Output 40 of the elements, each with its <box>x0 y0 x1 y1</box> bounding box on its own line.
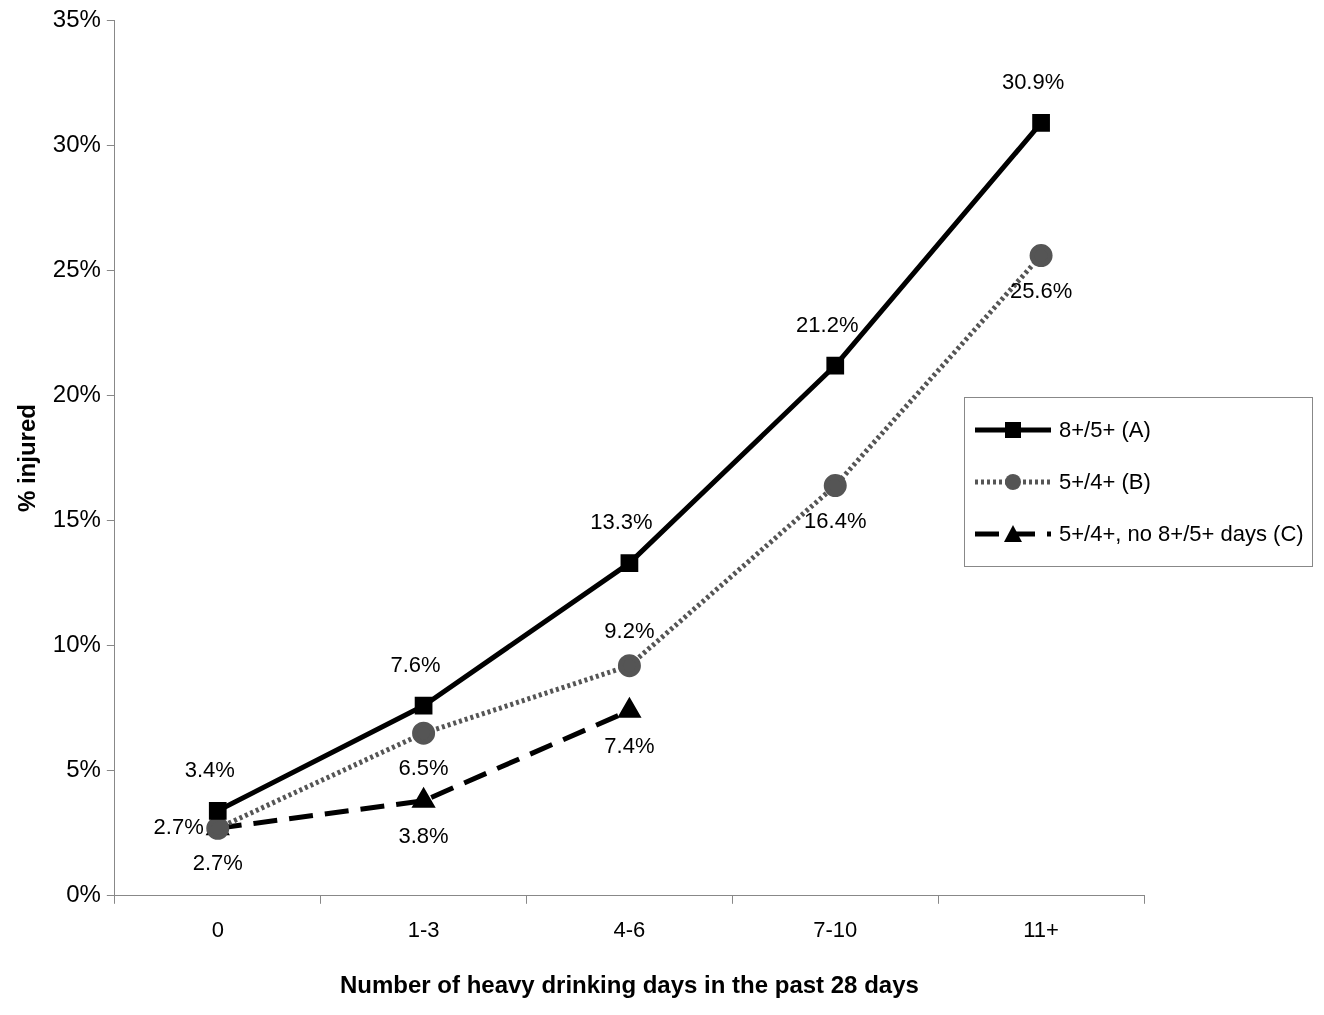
y-tick-label: 15% <box>52 505 101 533</box>
data-label: 7.4% <box>604 732 655 758</box>
point <box>1032 114 1050 132</box>
data-label: 13.3% <box>590 509 653 535</box>
data-label: 16.4% <box>804 507 867 533</box>
x-tick-label: 1-3 <box>407 917 440 943</box>
y-tick-label: 30% <box>52 130 101 158</box>
data-label: 3.4% <box>184 756 235 782</box>
point <box>823 474 847 498</box>
y-tick-label: 35% <box>52 5 101 33</box>
data-label: 9.2% <box>604 617 655 643</box>
data-label: 7.6% <box>390 651 441 677</box>
x-axis-title: Number of heavy drinking days in the past 28 days <box>340 971 919 999</box>
point <box>620 554 639 573</box>
y-axis-title: % injured <box>13 404 41 513</box>
point <box>826 356 845 375</box>
y-tick-label: 20% <box>52 380 101 408</box>
point <box>414 696 433 715</box>
legend-label: 8+/5+ (A) <box>1059 416 1151 443</box>
y-tick-label: 10% <box>52 630 101 658</box>
data-label: 21.2% <box>796 311 859 337</box>
data-label: 30.9% <box>1001 69 1065 95</box>
data-label: 3.8% <box>398 822 449 848</box>
x-tick-label: 0 <box>211 917 224 943</box>
y-tick-label: 0% <box>66 880 101 908</box>
data-label: 25.6% <box>1009 277 1073 303</box>
y-tick-label: 25% <box>52 255 101 283</box>
point <box>1029 244 1053 268</box>
data-label: 2.7% <box>153 814 204 840</box>
point <box>208 801 227 820</box>
data-label: 6.5% <box>398 755 449 781</box>
y-tick-label: 5% <box>66 755 101 783</box>
point <box>617 654 641 678</box>
legend-label: 5+/4+, no 8+/5+ days (C) <box>1059 520 1304 547</box>
point <box>412 721 436 745</box>
x-tick-label: 4-6 <box>613 917 646 943</box>
legend-label: 5+/4+ (B) <box>1059 468 1151 495</box>
data-label: 2.7% <box>192 850 243 876</box>
x-tick-label: 7-10 <box>813 917 858 943</box>
x-tick-label: 11+ <box>1023 917 1059 943</box>
